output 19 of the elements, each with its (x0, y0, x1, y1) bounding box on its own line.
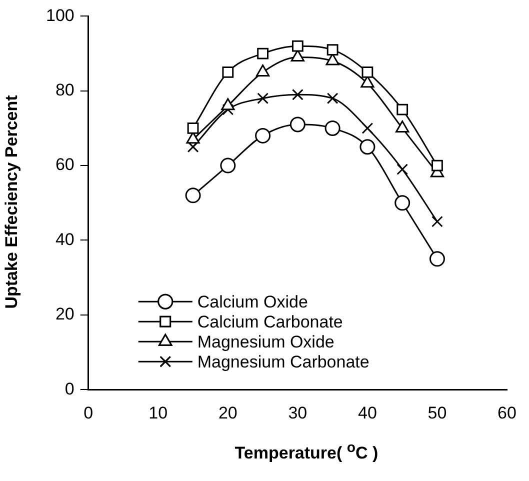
legend-label: Magnesium Oxide (197, 332, 334, 352)
legend-label: Calcium Oxide (197, 292, 308, 312)
y-tick-label: 60 (55, 155, 74, 174)
y-tick-label: 80 (55, 80, 74, 100)
x-tick-label: 10 (148, 403, 168, 422)
x-tick-label: 20 (218, 403, 238, 422)
x-tick-label: 40 (358, 403, 377, 422)
y-tick-label: 100 (46, 6, 74, 25)
y-axis-title: Uptake Effeciency Percent (2, 95, 22, 309)
legend-label: Magnesium Carbonate (197, 352, 370, 372)
x-tick-label: 0 (84, 403, 94, 422)
x-tick-label: 60 (498, 403, 516, 422)
y-tick-label: 20 (55, 304, 74, 324)
y-tick-label: 40 (55, 230, 74, 249)
x-tick-label: 30 (288, 403, 308, 422)
x-tick-label: 50 (428, 403, 447, 422)
y-tick-label: 0 (64, 379, 74, 398)
legend-label: Calcium Carbonate (197, 312, 343, 332)
x-axis-title: Temperature( $^{o}$C ) (234, 440, 380, 464)
